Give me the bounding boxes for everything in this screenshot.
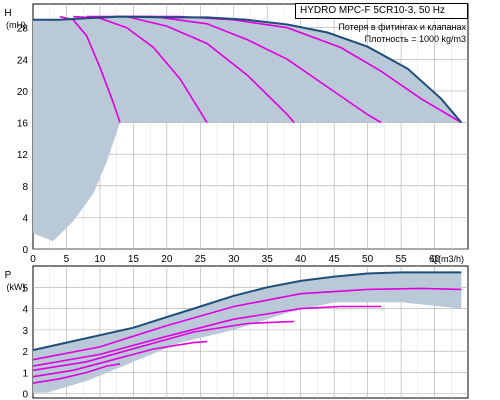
speed-curve-2 <box>32 340 208 378</box>
y-tick-label: 3 <box>22 326 28 337</box>
power-curve-panel: 0 1 2 3 4 5P(kW) <box>5 265 469 400</box>
x-tick-label: 40 <box>295 254 307 265</box>
y-axis-symbol: P <box>5 270 12 281</box>
y-axis-symbol: H <box>4 8 11 19</box>
speed-curve-5 <box>32 287 462 361</box>
density-note: Плотность = 1000 kg/m3 <box>364 34 466 44</box>
x-tick-label: 60 <box>429 254 441 265</box>
y-tick-label: 8 <box>22 182 28 193</box>
y-tick-label: 4 <box>22 305 28 316</box>
y-tick-label: 2 <box>22 347 28 358</box>
fitting-loss-note: Потеря в фитингах и клапанах <box>338 22 466 32</box>
x-tick-label: 10 <box>94 254 106 265</box>
y-tick-label: 0 <box>22 245 28 256</box>
x-tick-label: 45 <box>329 254 341 265</box>
x-tick-label: 30 <box>228 254 240 265</box>
y-tick-label: 4 <box>22 213 28 224</box>
pump-model-title: HYDRO MPC-F 5CR10-3, 50 Hz <box>295 3 468 19</box>
speed-curve-1 <box>32 363 121 384</box>
x-axis-label: Q(m3/h) <box>431 254 464 264</box>
max-speed-head-curve <box>33 15 463 124</box>
x-tick-label: 35 <box>262 254 274 265</box>
x-tick-label: 55 <box>396 254 408 265</box>
y-tick-label: 5 <box>22 283 28 294</box>
y-tick-label: 24 <box>17 55 29 66</box>
operating-envelope-area <box>33 272 462 393</box>
head-curve-panel: 0 4 8 12 16 20 24 28 H(mH) 0 5 10 15 20 25 30 35 40 45 50 55… <box>4 3 469 265</box>
max-speed-power-curve <box>32 271 462 352</box>
y-tick-label: 20 <box>17 87 29 98</box>
x-tick-label: 25 <box>195 254 207 265</box>
speed-curve-4 <box>32 305 381 367</box>
x-tick-label: 50 <box>362 254 374 265</box>
y-tick-label: 0 <box>22 390 28 400</box>
operating-envelope-area <box>33 16 462 242</box>
x-tick-label: 5 <box>64 254 70 265</box>
x-tick-label: 20 <box>161 254 173 265</box>
x-tick-label: 0 <box>30 254 36 265</box>
x-tick-label: 15 <box>128 254 140 265</box>
y-tick-label: 12 <box>17 150 29 161</box>
y-axis-unit: (mH) <box>6 20 26 30</box>
speed-curve-3 <box>32 320 295 372</box>
y-tick-label: 16 <box>17 119 29 130</box>
y-tick-label: 28 <box>17 24 29 35</box>
y-axis-unit: (kW) <box>7 282 26 292</box>
y-tick-label: 1 <box>22 368 28 379</box>
